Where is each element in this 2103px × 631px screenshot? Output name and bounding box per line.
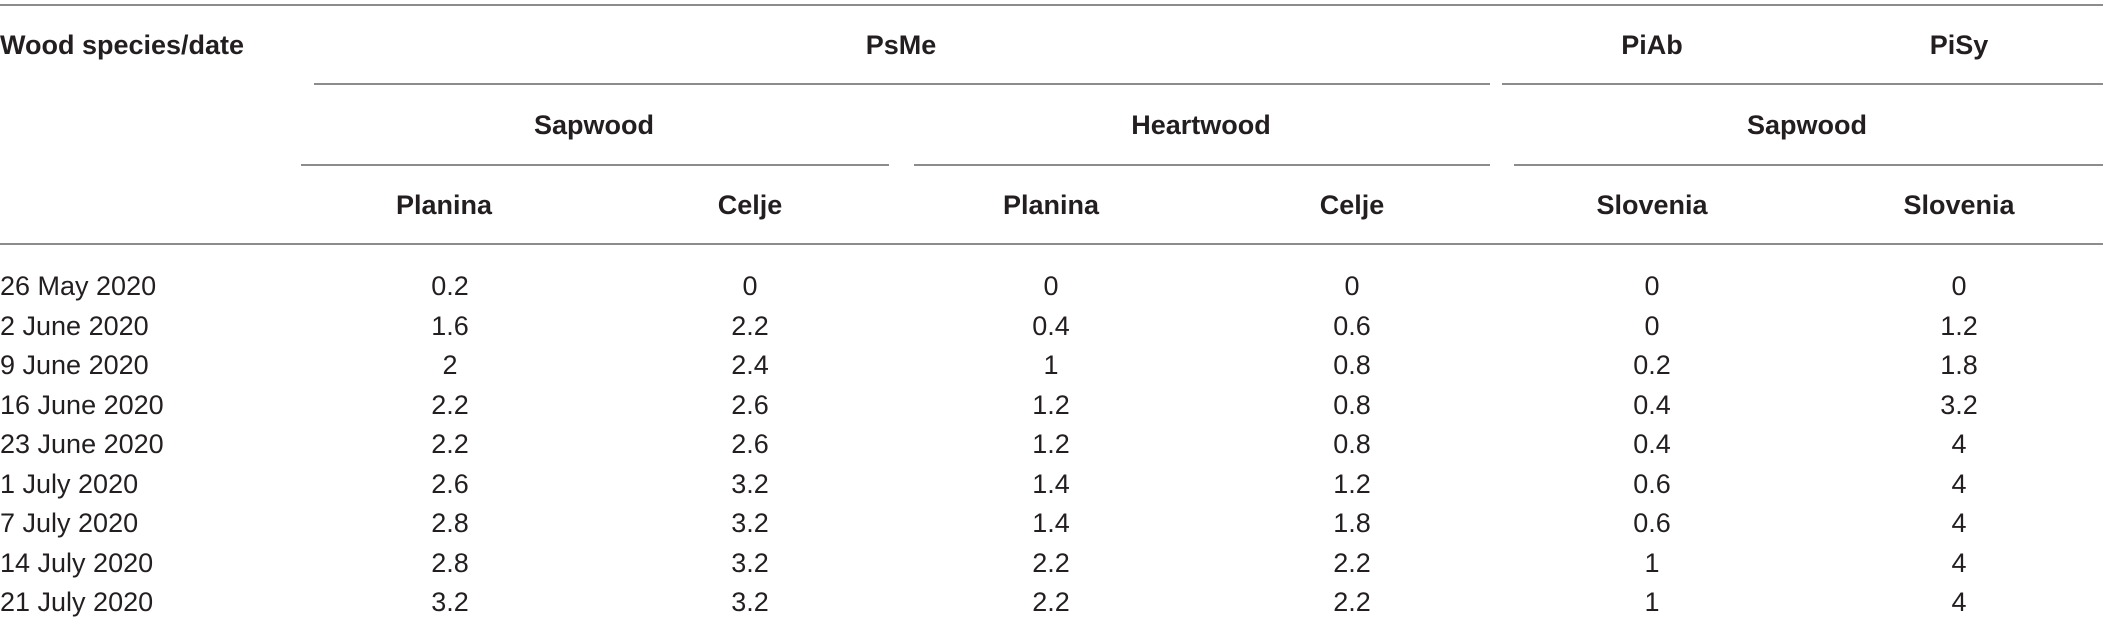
value-cell: 1.8 [1333,508,1371,538]
value-cell: 0.8 [1333,350,1371,380]
value-cell: 4 [1951,548,1967,578]
value-cell: 1 [1644,587,1660,617]
value-cell: 1 [1043,350,1059,380]
location-header: Celje [1319,190,1385,220]
species-header-piab: PiAb [1621,30,1683,60]
value-cell: 0 [1644,271,1660,301]
value-cell: 2.2 [1333,587,1371,617]
value-cell: 0.8 [1333,390,1371,420]
value-cell: 2.2 [431,390,469,420]
corner-header: Wood species/date [0,30,245,60]
value-cell: 3.2 [431,587,469,617]
species-header-pisy: PiSy [1929,30,1989,60]
value-cell: 1.2 [1940,311,1978,341]
value-cell: 1.4 [1032,469,1070,499]
date-cell: 16 June 2020 [0,390,164,420]
value-cell: 0 [1644,311,1660,341]
piab-pisy-span-rule [1502,83,2103,85]
value-cell: 2.6 [731,429,769,459]
value-cell: 0 [1951,271,1967,301]
value-cell: 0 [742,271,758,301]
value-cell: 0 [1344,271,1360,301]
value-cell: 2.2 [1032,548,1070,578]
table-top-rule [0,4,2103,6]
value-cell: 2 [442,350,458,380]
value-cell: 4 [1951,469,1967,499]
value-cell: 4 [1951,508,1967,538]
wood-type-header-sapwood-2: Sapwood [1747,110,1867,140]
value-cell: 2.8 [431,508,469,538]
date-cell: 9 June 2020 [0,350,149,380]
value-cell: 1.2 [1333,469,1371,499]
value-cell: 2.4 [731,350,769,380]
value-cell: 0.4 [1032,311,1070,341]
sapwood-span-rule [1514,164,2103,166]
value-cell: 0.4 [1633,429,1671,459]
header-bottom-rule [0,243,2103,245]
value-cell: 2.2 [431,429,469,459]
value-cell: 0.6 [1633,508,1671,538]
value-cell: 1 [1644,548,1660,578]
value-cell: 0.8 [1333,429,1371,459]
value-cell: 2.2 [1032,587,1070,617]
value-cell: 3.2 [1940,390,1978,420]
value-cell: 0.2 [431,271,469,301]
psme-heartwood-span-rule [914,164,1490,166]
value-cell: 2.8 [431,548,469,578]
location-header: Celje [717,190,783,220]
species-header-psme: PsMe [865,30,937,60]
location-header: Planina [1002,190,1100,220]
value-cell: 0.6 [1333,311,1371,341]
value-cell: 0.4 [1633,390,1671,420]
value-cell: 1.2 [1032,429,1070,459]
wood-type-header-sapwood: Sapwood [534,110,654,140]
value-cell: 3.2 [731,469,769,499]
value-cell: 0.6 [1633,469,1671,499]
value-cell: 0 [1043,271,1059,301]
value-cell: 1.8 [1940,350,1978,380]
date-cell: 7 July 2020 [0,508,139,538]
value-cell: 2.2 [1333,548,1371,578]
date-cell: 2 June 2020 [0,311,149,341]
date-cell: 26 May 2020 [0,271,157,301]
value-cell: 2.6 [431,469,469,499]
location-header: Slovenia [1903,190,2015,220]
value-cell: 2.6 [731,390,769,420]
wood-type-header-heartwood: Heartwood [1131,110,1271,140]
date-cell: 23 June 2020 [0,429,164,459]
value-cell: 3.2 [731,508,769,538]
value-cell: 1.2 [1032,390,1070,420]
location-header: Slovenia [1596,190,1708,220]
value-cell: 3.2 [731,548,769,578]
psme-span-rule [314,83,1490,85]
value-cell: 1.6 [431,311,469,341]
date-cell: 1 July 2020 [0,469,139,499]
value-cell: 4 [1951,587,1967,617]
date-cell: 21 July 2020 [0,587,154,617]
value-cell: 4 [1951,429,1967,459]
value-cell: 0.2 [1633,350,1671,380]
psme-sapwood-span-rule [301,164,889,166]
value-cell: 3.2 [731,587,769,617]
location-header: Planina [395,190,493,220]
value-cell: 2.2 [731,311,769,341]
date-cell: 14 July 2020 [0,548,154,578]
value-cell: 1.4 [1032,508,1070,538]
